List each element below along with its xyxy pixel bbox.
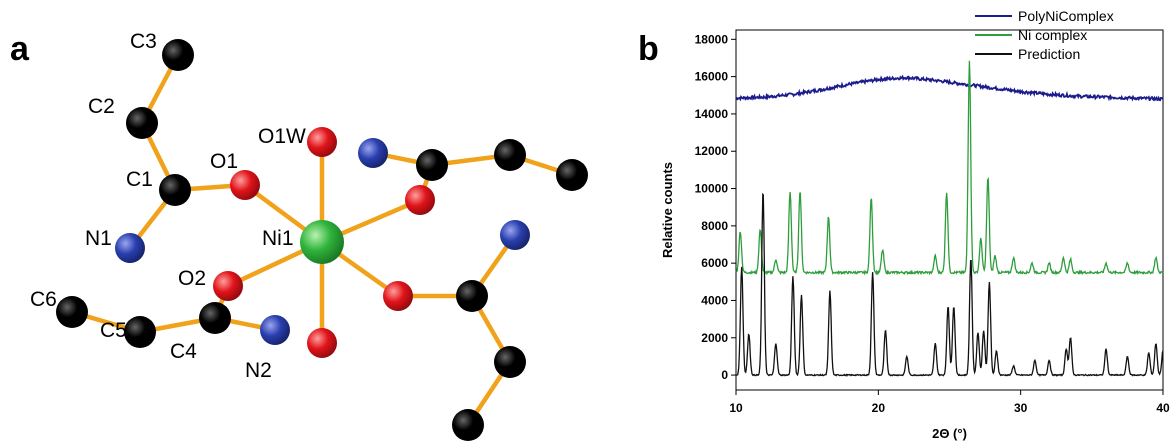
atom-n1b bbox=[358, 138, 388, 168]
series-line-prediction bbox=[735, 192, 1164, 377]
y-tick-label: 2000 bbox=[701, 331, 728, 345]
atom-o1wb bbox=[307, 328, 337, 358]
atom-label-c1: C1 bbox=[126, 168, 153, 191]
y-tick-label: 18000 bbox=[695, 32, 729, 46]
atom-label-ni1: Ni1 bbox=[262, 227, 294, 250]
atom-c2 bbox=[126, 107, 158, 139]
atom-c5 bbox=[124, 316, 156, 348]
x-tick-label: 20 bbox=[872, 401, 886, 415]
atom-n1 bbox=[115, 233, 145, 263]
y-tick-label: 4000 bbox=[701, 293, 728, 307]
y-axis-title: Relative counts bbox=[660, 162, 675, 258]
x-tick-label: 10 bbox=[729, 401, 743, 415]
panel-b-letter: b bbox=[638, 30, 659, 68]
atom-label-c2: C2 bbox=[88, 95, 115, 118]
atom-c4 bbox=[199, 302, 231, 334]
atom-n2b bbox=[500, 220, 530, 250]
atom-label-c4: C4 bbox=[170, 340, 197, 363]
y-tick-label: 12000 bbox=[695, 144, 729, 158]
molecule-structure: C3 C2 C1 N1 O1 O1W Ni1 O2 C4 N2 C5 C6 bbox=[30, 30, 588, 441]
x-tick-label: 30 bbox=[1014, 401, 1028, 415]
y-tick-label: 16000 bbox=[695, 70, 729, 84]
atom-o2 bbox=[213, 271, 243, 301]
panel-a-letter: a bbox=[10, 30, 29, 68]
atom-label-c5: C5 bbox=[100, 319, 127, 342]
panel-b-xrd-chart: b 0 2000 4000 6000 8000 10000 12000 14000 16000 1… bbox=[620, 0, 1171, 443]
atom-c4b bbox=[456, 280, 488, 312]
atom-c3 bbox=[162, 39, 194, 71]
series-line-ni-complex bbox=[735, 60, 1164, 276]
legend-label: PolyNiComplex bbox=[1018, 8, 1114, 24]
legend-label: Prediction bbox=[1018, 46, 1080, 62]
y-tick-label: 14000 bbox=[695, 107, 729, 121]
chart-series bbox=[735, 60, 1164, 377]
atom-c1b bbox=[416, 149, 448, 181]
atom-ni1 bbox=[300, 220, 344, 264]
atom-o1b bbox=[405, 185, 435, 215]
atom-c6 bbox=[56, 296, 88, 328]
series-line-polynicomplex bbox=[735, 74, 1164, 102]
atom-label-c6: C6 bbox=[30, 288, 57, 311]
atom-o1 bbox=[230, 170, 260, 200]
atom-c2b bbox=[494, 139, 526, 171]
atom-label-n2: N2 bbox=[245, 359, 272, 382]
atom-c3b bbox=[556, 159, 588, 191]
atom-o2b bbox=[383, 281, 413, 311]
chart-axes: 0 2000 4000 6000 8000 10000 12000 14000 16000 180… bbox=[660, 29, 1170, 441]
atom-c6b bbox=[452, 409, 484, 441]
atom-c5b bbox=[494, 346, 526, 378]
atom-o1w bbox=[307, 127, 337, 157]
y-tick-label: 10000 bbox=[695, 182, 729, 196]
y-tick-label: 6000 bbox=[701, 256, 728, 270]
atom-n2 bbox=[260, 315, 290, 345]
chart-legend: PolyNiComplex Ni complex Prediction bbox=[975, 8, 1114, 62]
atom-label-o1w: O1W bbox=[258, 125, 306, 148]
y-tick-label: 8000 bbox=[701, 219, 728, 233]
atom-label-o1: O1 bbox=[210, 150, 238, 173]
xrd-chart: 0 2000 4000 6000 8000 10000 12000 14000 16000 180… bbox=[660, 8, 1170, 441]
atom-labels-layer: C3 C2 C1 N1 O1 O1W Ni1 O2 C4 N2 C5 C6 bbox=[30, 30, 306, 382]
atom-c1 bbox=[159, 174, 191, 206]
x-tick-label: 40 bbox=[1156, 401, 1170, 415]
atoms-layer bbox=[56, 39, 588, 441]
plot-frame bbox=[735, 29, 1164, 391]
atom-label-c3: C3 bbox=[130, 30, 157, 53]
legend-label: Ni complex bbox=[1018, 27, 1087, 43]
y-tick-label: 0 bbox=[721, 368, 728, 382]
panel-a-molecule: a C3 C2 C1 N1 O1 O1W Ni1 O2 C4 N2 C5 C6 bbox=[10, 30, 588, 441]
atom-label-o2: O2 bbox=[178, 267, 206, 290]
x-axis-title: 2Θ (°) bbox=[932, 426, 967, 441]
atom-label-n1: N1 bbox=[85, 227, 112, 250]
